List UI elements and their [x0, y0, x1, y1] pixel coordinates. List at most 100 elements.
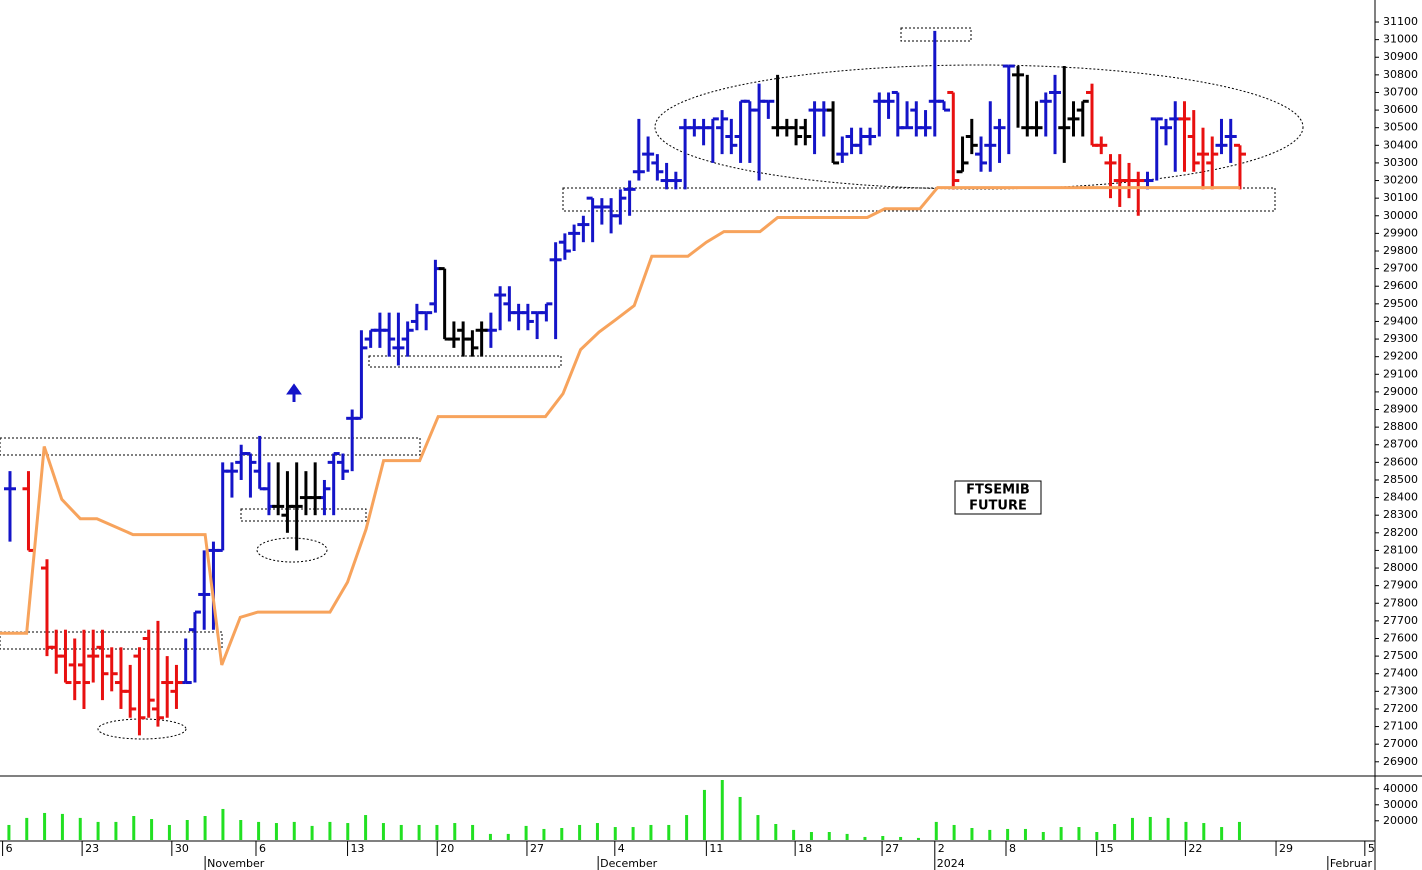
volume-bar	[916, 837, 920, 840]
volume-bar	[435, 824, 439, 840]
x-tick-label: 4	[618, 842, 625, 855]
y-tick-label: 27700	[1383, 614, 1418, 627]
volume-bar	[542, 828, 546, 840]
volume-bar	[1237, 821, 1241, 840]
volume-bar	[899, 836, 903, 840]
label-text: FUTURE	[969, 499, 1027, 514]
x-tick-label: 5	[1368, 842, 1375, 855]
y-tick-label: 30900	[1383, 50, 1418, 63]
y-tick-label: 27300	[1383, 684, 1418, 697]
volume-bar	[702, 789, 706, 840]
y-tick-label: 30700	[1383, 85, 1418, 98]
y-tick-label: 28100	[1383, 543, 1418, 556]
x-tick-label: 2	[938, 842, 945, 855]
y-tick-label: 28300	[1383, 508, 1418, 521]
volume-bar	[257, 821, 261, 840]
volume-bar	[1148, 816, 1152, 840]
y-tick-label: 30300	[1383, 156, 1418, 169]
y-tick-label: 27100	[1383, 720, 1418, 733]
volume-bar	[150, 819, 154, 840]
volume-bar	[78, 817, 82, 840]
volume-bar	[524, 825, 528, 840]
x-tick-label: 13	[351, 842, 365, 855]
volume-bar	[114, 821, 118, 840]
y-tick-label: 29100	[1383, 367, 1418, 380]
y-tick-label: 27000	[1383, 737, 1418, 750]
zone-box	[562, 187, 1276, 212]
volume-bar	[756, 815, 760, 840]
x-tick-label: 27	[885, 842, 899, 855]
y-tick-label: 27200	[1383, 702, 1418, 715]
y-tick-label: 40000	[1383, 782, 1418, 795]
volume-bar	[685, 815, 689, 840]
volume-bar	[1041, 832, 1045, 840]
label-text: FTSEMIB	[966, 483, 1030, 498]
volume-bar	[1059, 827, 1063, 840]
volume-bar	[453, 823, 457, 840]
x-tick-label: 20	[440, 842, 454, 855]
y-tick-label: 29900	[1383, 226, 1418, 239]
y-tick-label: 29800	[1383, 244, 1418, 257]
y-tick-label: 29000	[1383, 385, 1418, 398]
month-label: 2024	[937, 857, 965, 870]
y-tick-label: 28900	[1383, 403, 1418, 416]
volume-bar	[185, 820, 189, 840]
volume-bar	[346, 823, 350, 840]
volume-bar	[328, 821, 332, 840]
stop-line	[0, 186, 1240, 666]
y-tick-label: 28700	[1383, 438, 1418, 451]
volume-bar	[60, 813, 64, 840]
volume-bar	[381, 823, 385, 840]
y-tick-label: 30200	[1383, 174, 1418, 187]
volume-bar	[132, 816, 136, 840]
volume-bar	[613, 827, 617, 840]
volume-bar	[1166, 817, 1170, 840]
y-tick-label: 28000	[1383, 561, 1418, 574]
y-tick-label: 29500	[1383, 297, 1418, 310]
volume-bar	[7, 824, 11, 840]
volume-bar	[1184, 821, 1188, 840]
y-tick-label: 28500	[1383, 473, 1418, 486]
volume-bar	[988, 829, 992, 840]
x-tick-label: 27	[530, 842, 544, 855]
volume-bar	[774, 824, 778, 840]
volume-bar	[471, 824, 475, 840]
x-tick-label: 29	[1279, 842, 1293, 855]
volume-bar	[25, 817, 29, 840]
volume-bar	[310, 825, 314, 840]
volume-bar	[649, 824, 653, 840]
annotations: FTSEMIB FUTURE	[0, 27, 1304, 740]
y-tick-label: 28400	[1383, 491, 1418, 504]
volume-bar	[952, 824, 956, 840]
zone-ellipse	[256, 537, 328, 563]
volume-bar	[738, 796, 742, 840]
volume-bar	[827, 832, 831, 840]
volume-bar	[417, 824, 421, 840]
y-tick-label: 29200	[1383, 350, 1418, 363]
volume-bar	[1130, 817, 1134, 840]
volume-bar	[364, 815, 368, 840]
volume-bar	[792, 829, 796, 840]
y-tick-label: 30500	[1383, 121, 1418, 134]
volume-bar	[720, 780, 724, 840]
volume-bar	[1113, 824, 1117, 840]
month-label: December	[600, 857, 658, 870]
volume-bar	[631, 827, 635, 840]
signal-arrow	[286, 383, 302, 402]
zone-ellipse	[654, 64, 1304, 190]
x-tick-label: 23	[85, 842, 99, 855]
volume-bar	[863, 836, 867, 840]
x-tick-label: 6	[6, 842, 13, 855]
volume-bar	[1220, 827, 1224, 840]
y-tick-label: 28800	[1383, 420, 1418, 433]
month-label: November	[207, 857, 265, 870]
volume-bar	[881, 836, 885, 840]
volume-bar	[274, 823, 278, 840]
volume-bar	[1023, 828, 1027, 840]
volume-bar	[595, 823, 599, 840]
y-tick-label: 27500	[1383, 649, 1418, 662]
zone-box	[240, 508, 367, 522]
volume-bar	[239, 820, 243, 840]
x-tick-label: 15	[1100, 842, 1114, 855]
